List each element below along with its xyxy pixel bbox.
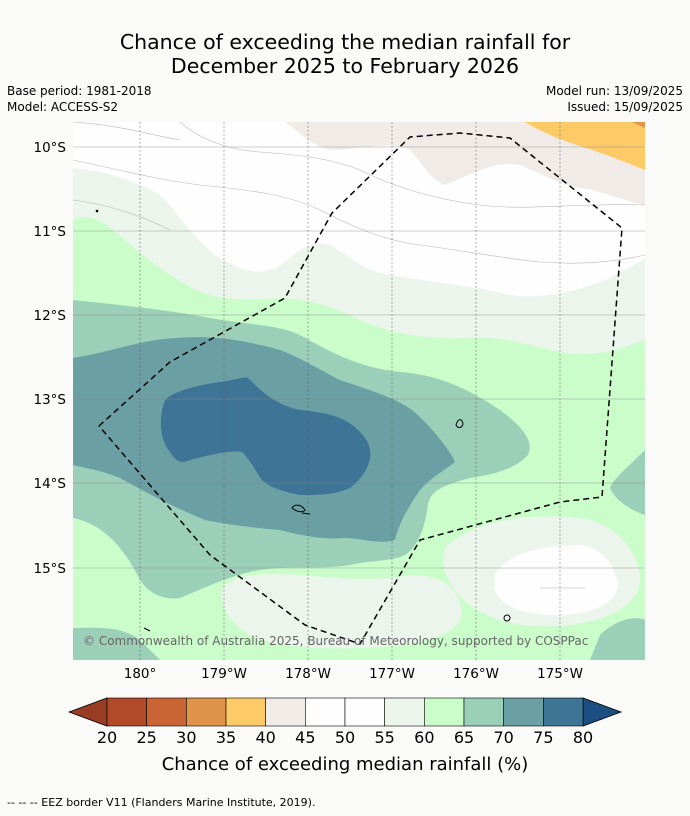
contour-30-35 xyxy=(632,122,645,128)
contour-65-70-east xyxy=(610,450,645,515)
island xyxy=(291,504,306,513)
colorbar-swatch xyxy=(344,697,385,727)
islands xyxy=(95,209,511,632)
colorbar-tick-label: 30 xyxy=(176,728,196,747)
colorbar-swatch xyxy=(106,697,147,727)
colorbar-title: Chance of exceeding median rainfall (%) xyxy=(162,754,529,775)
colorbar-tick-label: 50 xyxy=(335,728,355,747)
colorbar-swatch xyxy=(503,697,544,727)
contour-lines xyxy=(73,122,645,589)
colorbar-tick-label: 25 xyxy=(136,728,156,747)
colorbar-tick-label: 35 xyxy=(216,728,236,747)
island xyxy=(503,614,511,622)
latitude-labels: 10°S 11°S 12°S 13°S 14°S 15°S xyxy=(34,140,67,577)
model-run: Model run: 13/09/2025 xyxy=(545,84,683,98)
colorbar-swatch xyxy=(265,697,306,727)
colorbar-swatch xyxy=(225,697,266,727)
contour-40-45 xyxy=(285,122,645,205)
chart-title: Chance of exceeding the median rainfall … xyxy=(0,30,690,78)
lat-label: 12°S xyxy=(34,308,67,324)
colorbar-under-arrow xyxy=(67,697,108,727)
lat-label: 14°S xyxy=(34,476,67,492)
lon-label: 176°W xyxy=(453,666,499,682)
colorbar-swatch xyxy=(384,697,425,727)
lat-label: 10°S xyxy=(34,140,67,156)
contour-75-80 xyxy=(160,377,371,495)
probability-contours xyxy=(73,122,645,660)
lon-label: 177°W xyxy=(369,666,415,682)
contour-65-70-sw xyxy=(73,627,160,660)
colorbar-swatch xyxy=(305,697,346,727)
eez-border xyxy=(98,132,623,645)
lat-label: 11°S xyxy=(34,224,67,240)
colorbar: 20 25 30 35 40 45 50 55 60 65 70 75 80 Chance of exc… xyxy=(67,697,623,775)
title-line-2: December 2025 to February 2026 xyxy=(170,54,520,78)
lon-label: 178°W xyxy=(285,666,331,682)
colorbar-tick-label: 80 xyxy=(573,728,593,747)
colorbar-swatch xyxy=(463,697,504,727)
title-line-1: Chance of exceeding the median rainfall … xyxy=(119,30,571,54)
model-name: Model: ACCESS-S2 xyxy=(7,100,119,114)
colorbar-tick-labels: 20 25 30 35 40 45 50 55 60 65 70 75 80 xyxy=(97,728,593,747)
contour-55-60-pocket-2 xyxy=(221,573,462,649)
colorbar-over-arrow xyxy=(582,697,623,727)
graticule xyxy=(73,122,645,660)
lat-label: 13°S xyxy=(34,392,67,408)
colorbar-swatches xyxy=(106,697,584,727)
longitude-labels: 180° 179°W 178°W 177°W 176°W 175°W xyxy=(124,666,583,682)
issued-date: Issued: 15/09/2025 xyxy=(567,100,683,114)
lon-label: 175°W xyxy=(537,666,583,682)
colorbar-tick-label: 40 xyxy=(255,728,275,747)
run-info: Model run: 13/09/2025 Issued: 15/09/2025 xyxy=(546,83,683,115)
contour-35-40 xyxy=(525,122,645,170)
colorbar-tick-label: 65 xyxy=(454,728,474,747)
colorbar-tick-label: 45 xyxy=(295,728,315,747)
model-info: Base period: 1981-2018 Model: ACCESS-S2 xyxy=(7,83,152,115)
lon-label: 179°W xyxy=(201,666,247,682)
colorbar-swatch xyxy=(186,697,227,727)
colorbar-tick-label: 75 xyxy=(533,728,553,747)
colorbar-tick-label: 70 xyxy=(493,728,513,747)
island xyxy=(455,419,464,428)
lat-label: 15°S xyxy=(34,561,67,577)
eez-footnote: -- -- -- EEZ border V11 (Flanders Marine… xyxy=(7,796,316,809)
contour-50-55-pocket xyxy=(495,545,618,615)
island xyxy=(95,209,99,213)
island xyxy=(301,512,311,515)
base-period: Base period: 1981-2018 xyxy=(7,84,152,98)
colorbar-tick-label: 60 xyxy=(414,728,434,747)
contour-65-70-se xyxy=(590,618,645,660)
lon-label: 180° xyxy=(124,666,157,682)
colorbar-swatch xyxy=(424,697,465,727)
colorbar-tick-label: 20 xyxy=(97,728,117,747)
copyright-text: © Commonwealth of Australia 2025, Bureau… xyxy=(83,634,588,648)
colorbar-swatch xyxy=(543,697,584,727)
island xyxy=(143,627,151,632)
colorbar-tick-label: 55 xyxy=(374,728,394,747)
colorbar-swatch xyxy=(146,697,187,727)
